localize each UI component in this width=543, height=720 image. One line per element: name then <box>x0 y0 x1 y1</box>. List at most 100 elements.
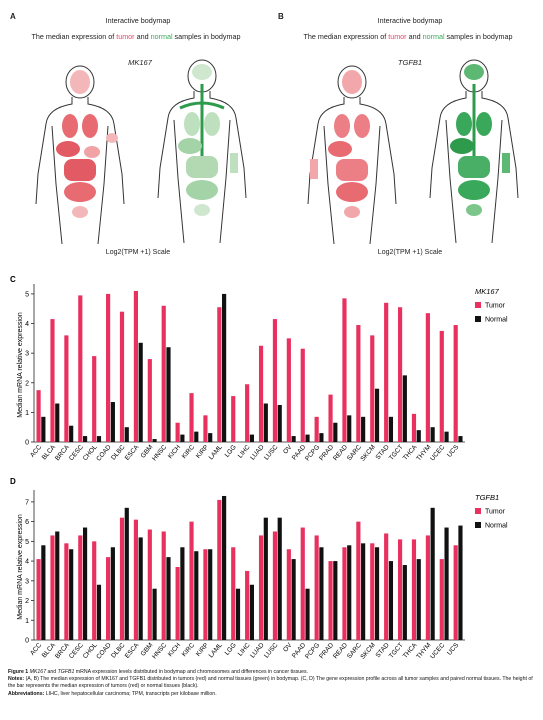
panel-title: Interactive bodymap <box>105 16 171 25</box>
gene-name: MK167 <box>128 58 152 67</box>
caption-notes: Notes: (A, B) The median expression of M… <box>8 676 533 690</box>
bar-tumor <box>92 356 97 442</box>
bar-normal <box>96 584 102 640</box>
bar-tumor <box>78 535 83 640</box>
bar-tumor <box>453 325 458 442</box>
bar-tumor <box>203 549 208 640</box>
bar-normal <box>194 551 199 640</box>
bar-normal <box>208 433 213 442</box>
bar-tumor <box>147 529 152 640</box>
x-tick-label: COAD <box>95 642 113 661</box>
legend-label-tumor: Tumor <box>485 509 506 516</box>
bar-normal <box>430 507 435 640</box>
bar-tumor <box>425 313 430 442</box>
x-tick-label: LUSC <box>263 642 280 660</box>
bar-normal <box>55 403 60 442</box>
bar-tumor <box>231 547 236 640</box>
panel-b: B Interactive bodymap The median express… <box>272 0 543 270</box>
organs-tumor <box>310 70 370 218</box>
bar-normal <box>402 375 407 442</box>
bar-tumor <box>231 396 236 442</box>
y-axis-label: Median mRNA relative expression <box>17 312 24 418</box>
organs-normal <box>178 64 238 216</box>
bar-normal <box>82 527 88 640</box>
bar-tumor <box>314 535 319 640</box>
bar-normal <box>388 416 394 442</box>
y-tick-label: 1 <box>25 410 29 417</box>
panel-label: C <box>10 275 16 284</box>
bar-normal <box>166 347 171 442</box>
bar-tumor <box>36 559 41 640</box>
x-tick-label: PCPG <box>304 642 321 661</box>
bar-normal <box>277 517 282 640</box>
panel-label: D <box>10 477 16 486</box>
x-tick-label: OV <box>282 641 294 653</box>
bar-normal <box>222 495 227 640</box>
bar-tumor <box>64 335 69 442</box>
legend-swatch-normal <box>475 316 481 322</box>
bar-tumor <box>258 345 264 442</box>
x-tick-label: KIRC <box>181 642 197 659</box>
bar-tumor <box>147 359 152 442</box>
bar-tumor <box>175 567 180 640</box>
bar-normal <box>305 588 310 640</box>
x-tick-label: UCEC <box>429 444 446 463</box>
bar-tumor <box>78 295 83 442</box>
bar-tumor <box>203 415 208 442</box>
y-tick-label: 3 <box>25 578 29 585</box>
y-tick-label: 4 <box>25 559 29 566</box>
bar-normal <box>222 293 227 442</box>
bar-normal <box>458 436 463 442</box>
bar-tumor <box>342 547 347 640</box>
bar-tumor <box>356 521 361 640</box>
x-tick-label: LUSC <box>263 444 280 462</box>
bar-tumor <box>328 561 333 640</box>
legend-gene: MK167 <box>475 287 500 296</box>
bar-normal <box>305 434 310 442</box>
y-tick-label: 0 <box>25 638 29 645</box>
x-tick-label: UCS <box>446 641 461 657</box>
bar-normal <box>41 545 46 640</box>
bar-normal <box>110 402 115 442</box>
legend-swatch-tumor <box>475 302 481 308</box>
bodymap-tumor <box>35 65 125 245</box>
bar-normal <box>430 427 435 442</box>
bar-tumor <box>411 413 417 442</box>
x-tick-label: LGG <box>224 642 238 657</box>
gene-name: TGFB1 <box>397 58 423 67</box>
legend-swatch-normal <box>475 522 481 528</box>
bar-tumor <box>161 305 166 442</box>
x-tick-label: SKCM <box>359 642 376 661</box>
y-tick-label: 6 <box>25 519 29 526</box>
bar-normal <box>402 565 407 640</box>
caption-title: Figure 1 MK167 and TGFB1 mRNA expression… <box>8 669 309 675</box>
bar-normal <box>138 537 143 640</box>
bar-tumor <box>314 416 319 442</box>
bar-tumor <box>356 325 361 442</box>
bar-tumor <box>439 559 444 640</box>
panel-subtitle: The median expression of tumor and norma… <box>31 32 241 41</box>
x-tick-label: ESCA <box>124 443 141 462</box>
x-tick-label: KIRC <box>181 444 197 461</box>
bar-normal <box>180 547 185 640</box>
bar-tumor <box>50 535 55 640</box>
x-tick-label: TGCT <box>388 444 405 462</box>
bodymap-normal <box>429 59 519 244</box>
x-tick-label: LAML <box>208 641 225 659</box>
panel-title: Interactive bodymap <box>377 16 443 25</box>
x-tick-label: LAML <box>208 443 225 461</box>
bar-normal <box>263 403 268 442</box>
bar-tumor <box>286 549 291 640</box>
bar-normal <box>291 436 296 442</box>
x-tick-label: HNSC <box>151 444 168 463</box>
bar-tumor <box>397 307 403 442</box>
bar-normal <box>249 584 254 640</box>
bar-tumor <box>36 390 41 442</box>
bar-tumor <box>397 539 403 640</box>
x-tick-label: SKCM <box>359 444 376 463</box>
panel-a: A Interactive bodymap The median express… <box>0 0 272 270</box>
legend-label-normal: Normal <box>485 523 508 530</box>
bar-normal <box>319 547 324 640</box>
panel-label: B <box>278 12 284 21</box>
bar-normal <box>41 416 46 442</box>
